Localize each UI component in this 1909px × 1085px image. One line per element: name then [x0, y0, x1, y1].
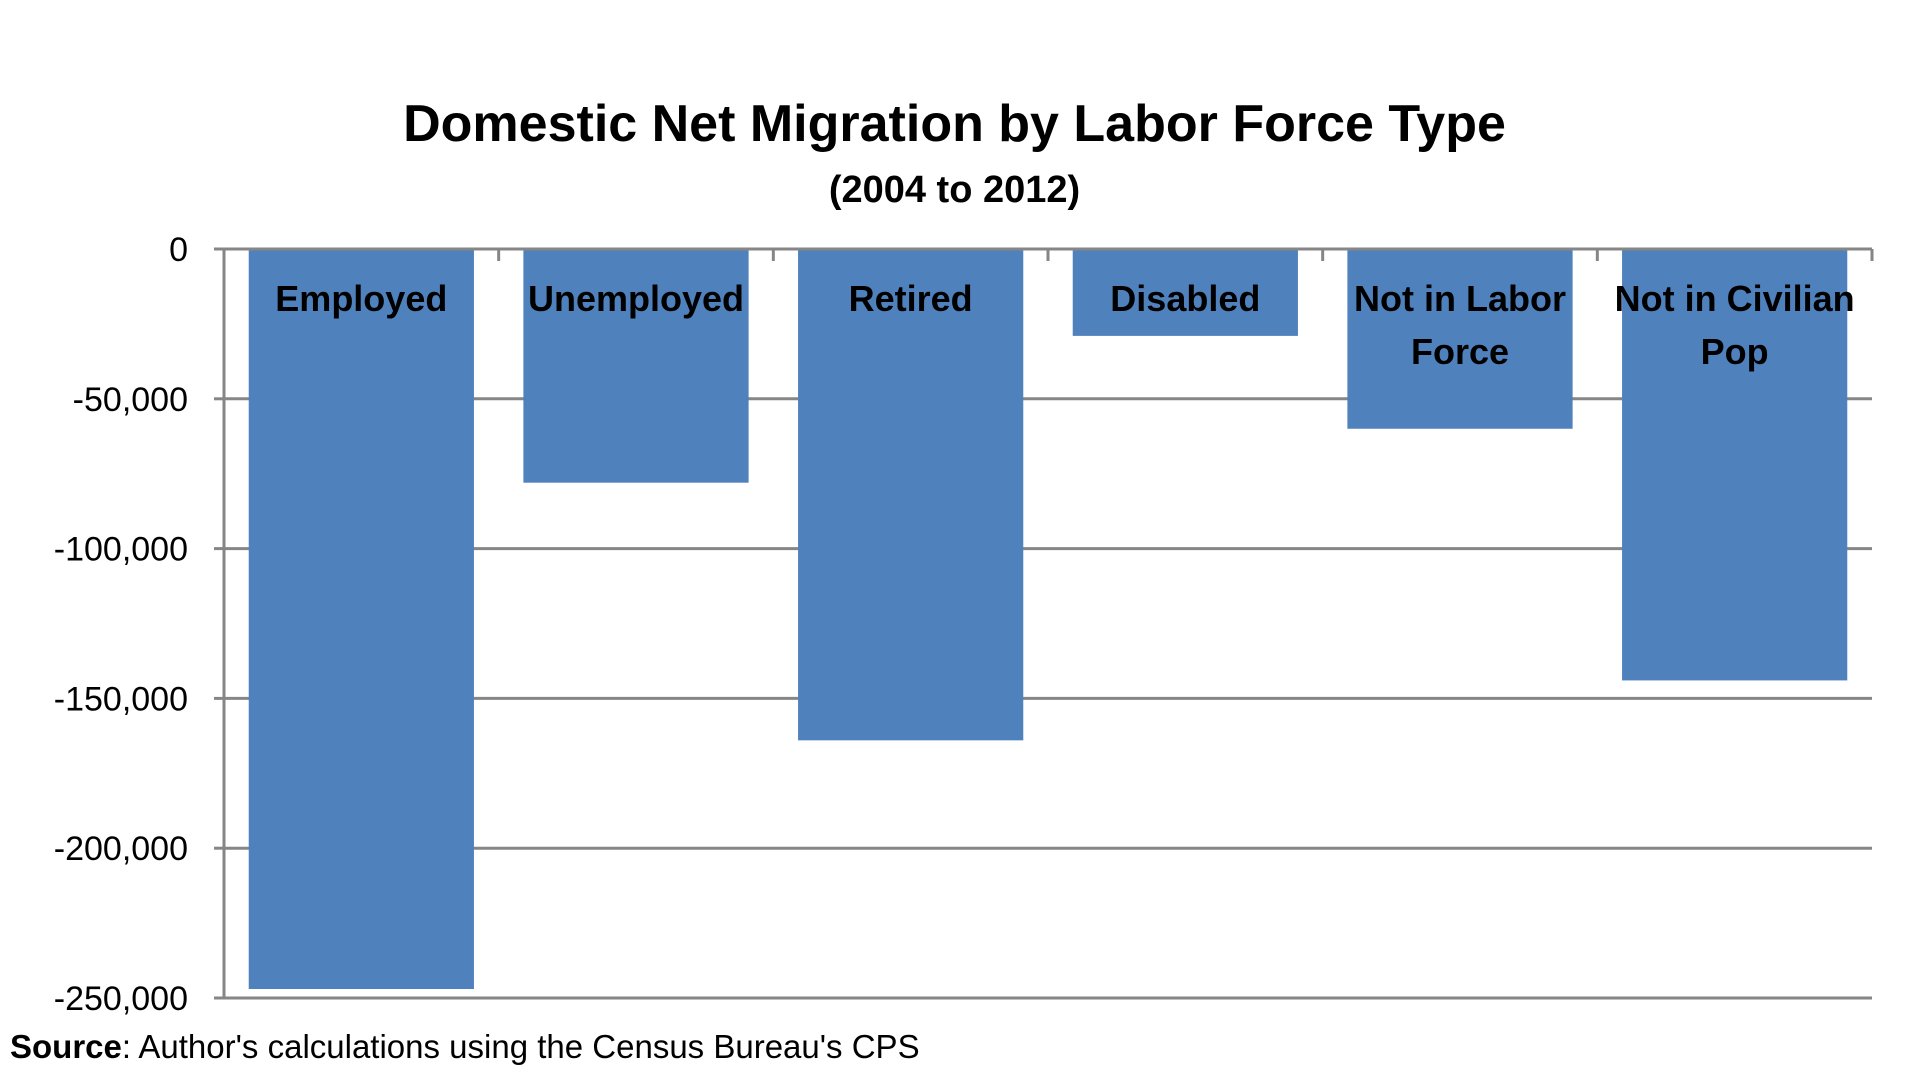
gridlines — [224, 397, 1872, 1000]
axes — [214, 247, 1874, 1000]
bar — [1622, 249, 1848, 681]
category-label: Unemployed — [528, 278, 744, 319]
chart-subtitle: (2004 to 2012) — [828, 169, 1081, 211]
category-label: Not in Labor Force — [1354, 278, 1566, 372]
source-note: Source: Author's calculations using the … — [10, 1030, 920, 1063]
category-labels: Employed Unemployed Retired Disabled Not in … — [275, 278, 1854, 372]
bar — [1347, 249, 1573, 429]
category-label: Retired — [849, 278, 973, 319]
bar — [248, 249, 474, 990]
y-tick-label: -50,000 — [73, 381, 188, 419]
bar — [1072, 249, 1298, 336]
source-label: Source — [10, 1028, 122, 1065]
y-tick-label: -200,000 — [54, 830, 188, 868]
bar — [798, 249, 1024, 741]
category-label: Disabled — [1110, 278, 1260, 319]
y-tick-label: -100,000 — [54, 531, 188, 569]
y-tick-label: 0 — [169, 231, 188, 269]
y-tick-label: -250,000 — [54, 980, 188, 1018]
bars — [248, 249, 1848, 990]
category-label: Not in Civilian Pop — [1615, 278, 1855, 372]
y-tick-labels: 0 -50,000 -100,000 -150,000 -200,000 -250,000 — [54, 231, 188, 1018]
bar — [523, 249, 749, 483]
source-text: : Author's calculations using the Census… — [121, 1028, 920, 1065]
chart-title: Domestic Net Migration by Labor Force Ty… — [403, 95, 1506, 153]
y-tick-label: -150,000 — [54, 680, 188, 718]
category-label: Employed — [275, 278, 447, 319]
